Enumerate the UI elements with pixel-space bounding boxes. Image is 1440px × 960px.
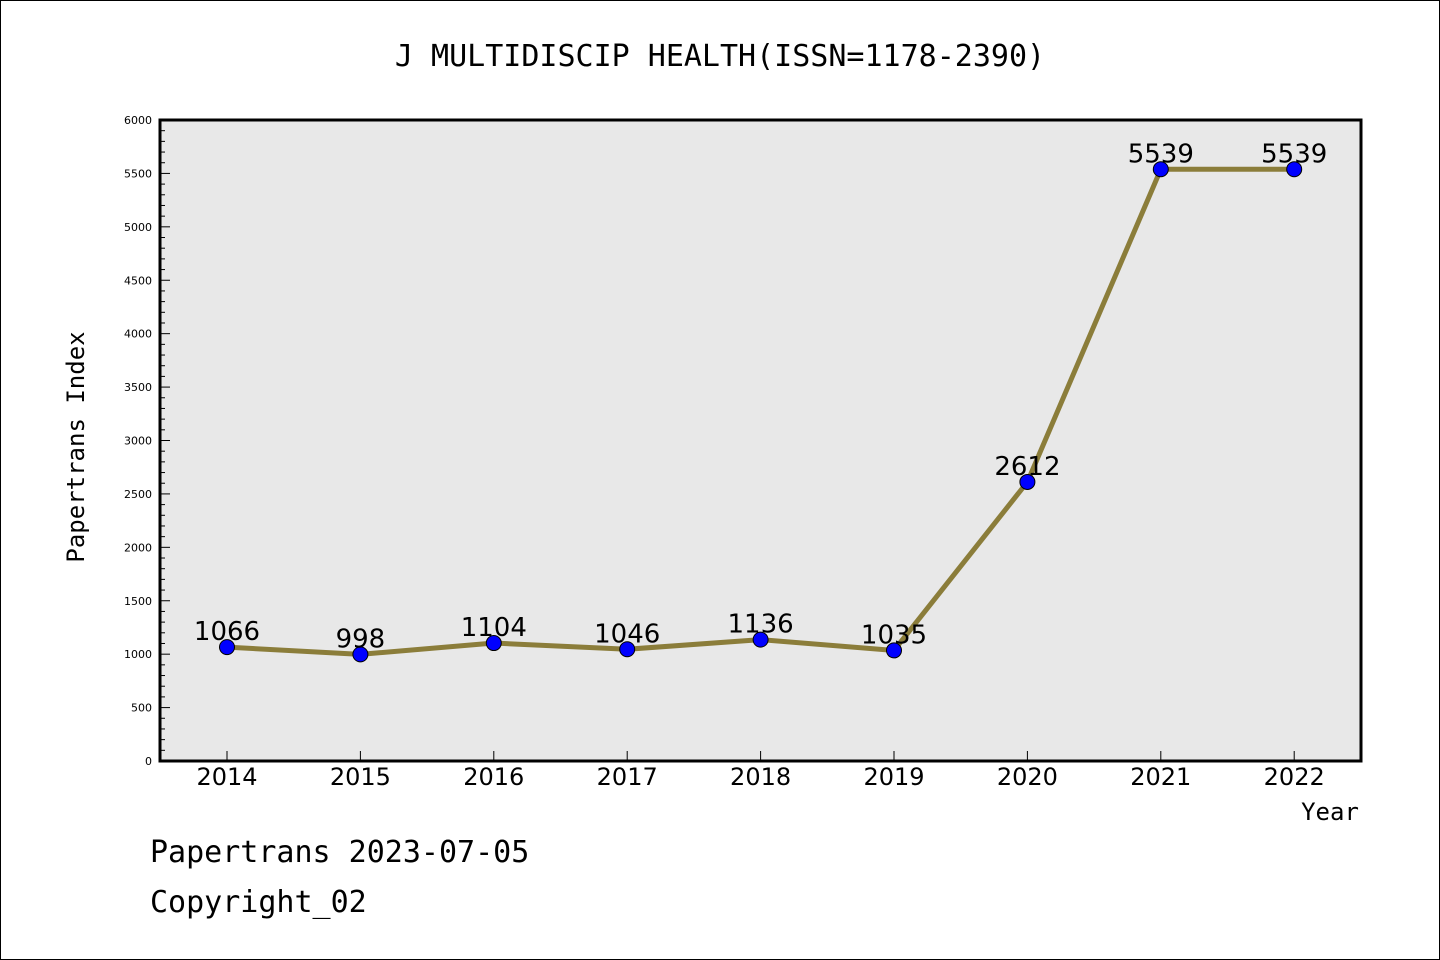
chart-title: J MULTIDISCIP HEALTH(ISSN=1178-2390) [395, 39, 1045, 74]
footer-date: Papertrans 2023-07-05 [150, 835, 530, 870]
x-tick-label: 2019 [863, 763, 924, 791]
data-markers [219, 161, 1303, 663]
plot-area [158, 118, 1363, 763]
data-label: 1046 [594, 619, 660, 649]
footer-copyright: Copyright_02 [150, 885, 367, 920]
y-axis: 0 500 1000 1500 2000 2500 3000 3500 4000 4500 5000… [124, 114, 170, 768]
y-tick-label: 2000 [124, 541, 152, 554]
data-labels: 1066 998 1104 1046 1136 1035 2612 5539 5539 [194, 139, 1327, 654]
y-tick-label: 2500 [124, 488, 152, 501]
data-label: 1104 [461, 613, 527, 643]
data-label: 1066 [194, 617, 260, 647]
data-point [352, 646, 369, 663]
y-tick-label: 5500 [124, 167, 152, 180]
y-tick-label: 1000 [124, 648, 152, 661]
data-point [485, 635, 502, 652]
y-tick-label: 6000 [124, 114, 152, 127]
data-label: 2612 [994, 452, 1060, 482]
x-tick-label: 2016 [463, 763, 524, 791]
y-tick-label: 4000 [124, 328, 152, 341]
x-tick-label: 2022 [1264, 763, 1325, 791]
x-tick-label: 2017 [597, 763, 658, 791]
x-tick-label: 2018 [730, 763, 791, 791]
x-axis-label: Year [1301, 798, 1359, 826]
data-point [1019, 473, 1036, 490]
y-tick-label: 3500 [124, 381, 152, 394]
data-label: 998 [336, 624, 386, 654]
data-point [219, 639, 235, 656]
y-tick-label: 4500 [124, 274, 152, 287]
data-label: 5539 [1128, 139, 1194, 169]
data-label: 1035 [861, 620, 927, 650]
x-axis: 2014 2015 2016 2017 2018 2019 2020 2021 2022 [196, 751, 1325, 791]
data-point [886, 642, 902, 659]
y-tick-label: 5000 [124, 221, 152, 234]
data-point [619, 641, 636, 658]
x-tick-label: 2020 [997, 763, 1058, 791]
data-label: 5539 [1261, 139, 1327, 169]
y-tick-label: 3000 [124, 435, 152, 448]
data-point [1286, 161, 1303, 178]
x-tick-label: 2015 [330, 763, 391, 791]
data-point [1152, 161, 1169, 178]
y-tick-label: 0 [145, 755, 152, 768]
y-tick-label: 500 [131, 702, 152, 715]
x-tick-label: 2021 [1130, 763, 1191, 791]
x-tick-label: 2014 [196, 763, 257, 791]
data-label: 1136 [728, 610, 794, 640]
y-axis-label: Papertrans Index [62, 331, 90, 562]
y-tick-label: 1500 [124, 595, 152, 608]
data-point [752, 631, 769, 648]
